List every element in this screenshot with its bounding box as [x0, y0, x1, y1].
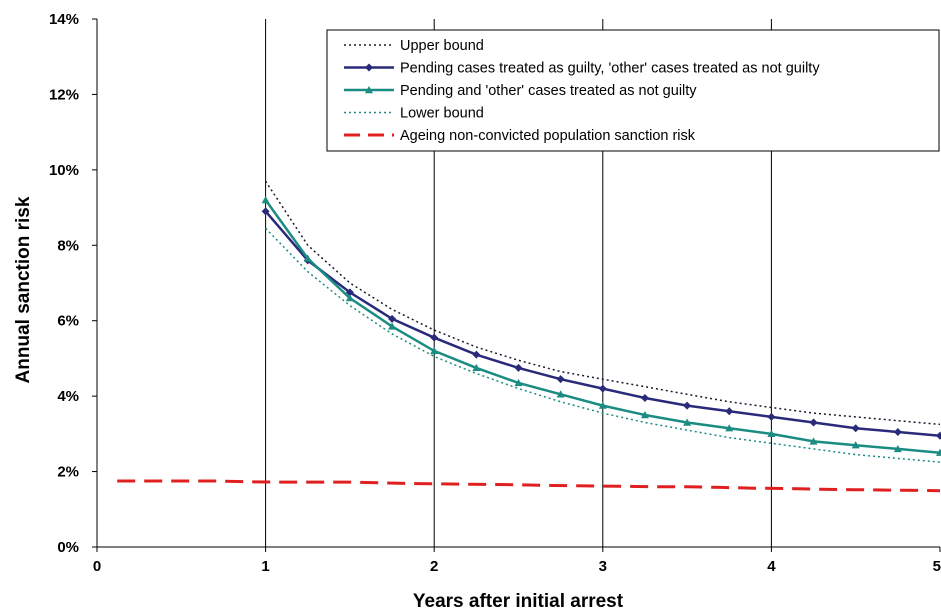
data-point-triangle [893, 444, 902, 453]
x-axis-title: Years after initial arrest [413, 591, 624, 611]
y-tick-label: 10% [49, 162, 79, 179]
legend-label: Ageing non-convicted population sanction… [400, 128, 696, 144]
legend-item: Ageing non-convicted population sanction… [344, 128, 696, 144]
data-point-triangle [936, 448, 941, 456]
series-lines [117, 180, 941, 493]
data-point-diamond [514, 363, 523, 372]
data-point-triangle [388, 322, 397, 330]
data-point-triangle [683, 418, 692, 426]
x-tick-label: 5 [933, 558, 941, 575]
data-point-diamond [388, 314, 397, 323]
legend-item: Lower bound [344, 106, 484, 122]
data-point-triangle [851, 441, 860, 449]
data-point-triangle [345, 294, 354, 302]
data-point-diamond [683, 401, 692, 410]
y-tick-label: 12% [49, 86, 79, 103]
legend: Upper bound Pending cases treated as guil… [326, 29, 940, 152]
data-point-triangle [809, 437, 818, 445]
data-point-triangle [640, 411, 649, 419]
y-tick-label: 0% [57, 539, 79, 556]
series-group [261, 207, 941, 440]
series-line [265, 227, 941, 463]
data-point-diamond [851, 424, 860, 433]
legend-label: Lower bound [400, 106, 484, 122]
y-tick-label: 6% [57, 313, 79, 330]
data-point-triangle [598, 401, 607, 409]
series-group [117, 479, 941, 493]
series-group [264, 180, 941, 426]
data-point-triangle [514, 378, 523, 387]
x-tick-label: 0 [93, 558, 101, 575]
x-tick-label: 4 [767, 558, 776, 575]
series-group [261, 196, 941, 456]
data-point-diamond [472, 350, 481, 359]
axes [92, 18, 941, 552]
data-point-triangle [767, 429, 776, 438]
y-tick-label: 2% [57, 464, 79, 481]
data-point-diamond [936, 431, 941, 440]
y-tick-label: 14% [49, 11, 79, 28]
series-line [264, 180, 941, 426]
data-point-diamond [725, 407, 734, 416]
x-tick-label: 1 [261, 558, 269, 575]
data-point-diamond [345, 288, 354, 297]
data-point-diamond [261, 207, 270, 216]
series-group [265, 227, 941, 463]
legend-label: Pending cases treated as guilty, 'other'… [400, 61, 820, 77]
x-tick-label: 3 [599, 558, 607, 575]
data-point-diamond [365, 63, 373, 72]
legend-item: Upper bound [344, 38, 484, 54]
data-point-diamond [430, 333, 439, 342]
legend-item: Pending and 'other' cases treated as not… [344, 83, 697, 99]
y-axis-title: Annual sanction risk [13, 196, 34, 383]
data-point-triangle [365, 86, 373, 94]
data-point-triangle [556, 390, 565, 398]
data-point-diamond [809, 418, 818, 427]
series-line [117, 479, 941, 493]
tick-labels: 0% 2% 4% 6% 8% 10% 12% 14% 0 1 2 3 4 5 [49, 11, 941, 575]
data-point-triangle [472, 363, 481, 372]
data-point-diamond [598, 384, 607, 393]
data-point-triangle [303, 254, 312, 262]
legend-box [326, 29, 940, 152]
legend-label: Pending and 'other' cases treated as not… [400, 83, 697, 99]
legend-label: Upper bound [400, 38, 484, 54]
legend-item: Pending cases treated as guilty, 'other'… [344, 61, 820, 77]
data-point-triangle [725, 424, 734, 432]
data-point-triangle [430, 346, 439, 355]
x-tick-label: 2 [430, 558, 438, 575]
y-tick-label: 8% [57, 237, 79, 254]
data-point-diamond [556, 375, 565, 384]
data-point-triangle [261, 196, 270, 204]
data-point-diamond [767, 412, 776, 421]
data-point-diamond [640, 394, 649, 403]
y-tick-label: 4% [57, 388, 79, 405]
data-point-diamond [893, 427, 902, 436]
